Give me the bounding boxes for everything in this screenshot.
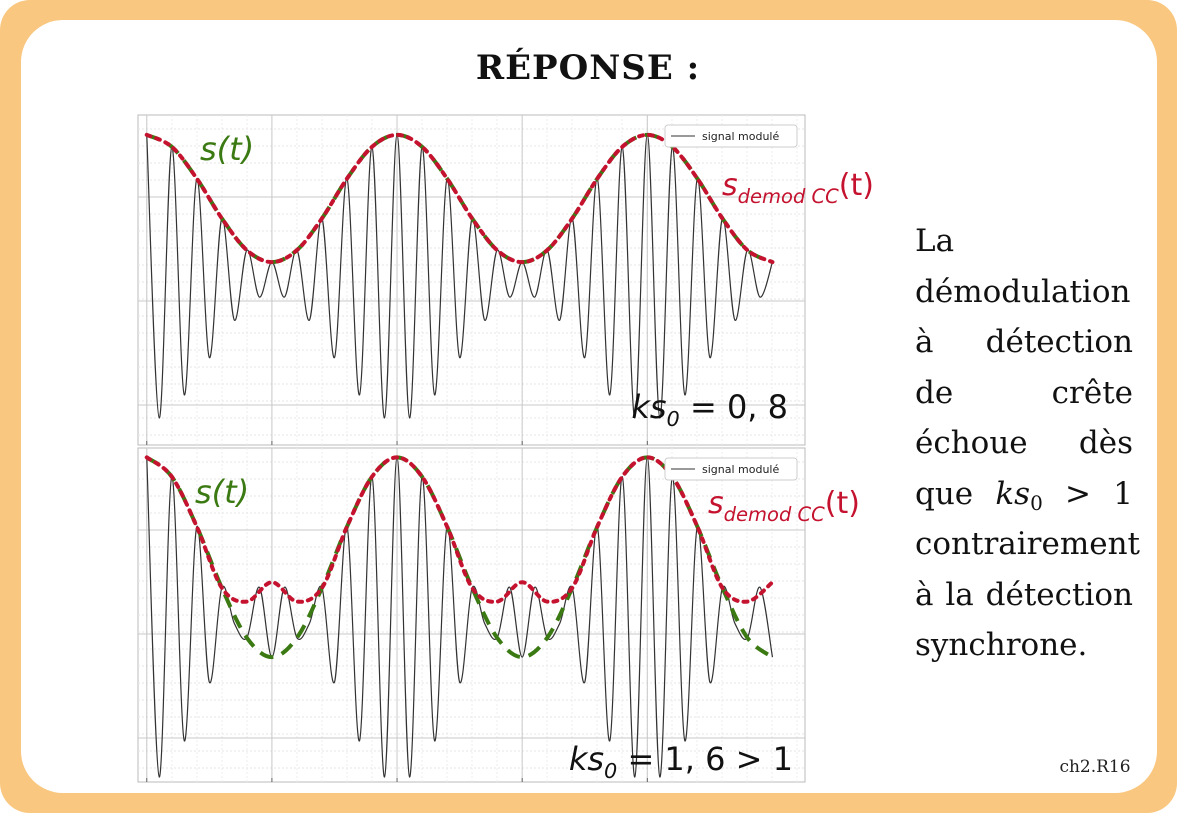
subscript: 0 bbox=[1030, 490, 1043, 515]
legend-label: signal modulé bbox=[702, 463, 779, 476]
series-line bbox=[146, 456, 774, 778]
annotation-subscript: 0 bbox=[604, 759, 617, 783]
annotation-suffix: (t) bbox=[825, 486, 860, 521]
title: RÉPONSE : bbox=[476, 47, 700, 88]
annotation: sdemod CC(t) bbox=[708, 486, 860, 526]
annotation-suffix: = 0, 8 bbox=[680, 388, 788, 426]
annotation-main: ks bbox=[631, 388, 666, 426]
legend-box bbox=[664, 457, 798, 481]
annotation-main: s bbox=[708, 486, 724, 521]
annotation: s(t) bbox=[200, 130, 254, 168]
slide-ref: ch2.R16 bbox=[1059, 757, 1130, 777]
legend-box bbox=[664, 124, 798, 148]
annotation-suffix: = 1, 6 > 1 bbox=[617, 740, 793, 778]
annotation-main: ks bbox=[569, 740, 604, 778]
annotation-main: s(t) bbox=[200, 130, 254, 168]
annotation: sdemod CC(t) bbox=[722, 168, 874, 208]
text: > 1 contrairement à la détection synchro… bbox=[915, 475, 1140, 664]
math: ks bbox=[995, 475, 1031, 512]
annotation: ks0 = 0, 8 bbox=[631, 388, 788, 431]
annotation-subscript: demod CC bbox=[724, 503, 825, 526]
annotation-subscript: 0 bbox=[667, 407, 680, 431]
text: La démodulation à détection de crête éch… bbox=[915, 223, 1133, 512]
annotation: s(t) bbox=[195, 473, 249, 511]
annotation-subscript: demod CC bbox=[738, 185, 839, 208]
explanation: La démodulation à détection de crête éch… bbox=[915, 216, 1140, 671]
legend-label: signal modulé bbox=[702, 130, 779, 143]
annotation-suffix: (t) bbox=[839, 168, 874, 203]
annotation: ks0 = 1, 6 > 1 bbox=[569, 740, 793, 783]
annotation-main: s(t) bbox=[195, 473, 249, 511]
annotation-main: s bbox=[722, 168, 738, 203]
